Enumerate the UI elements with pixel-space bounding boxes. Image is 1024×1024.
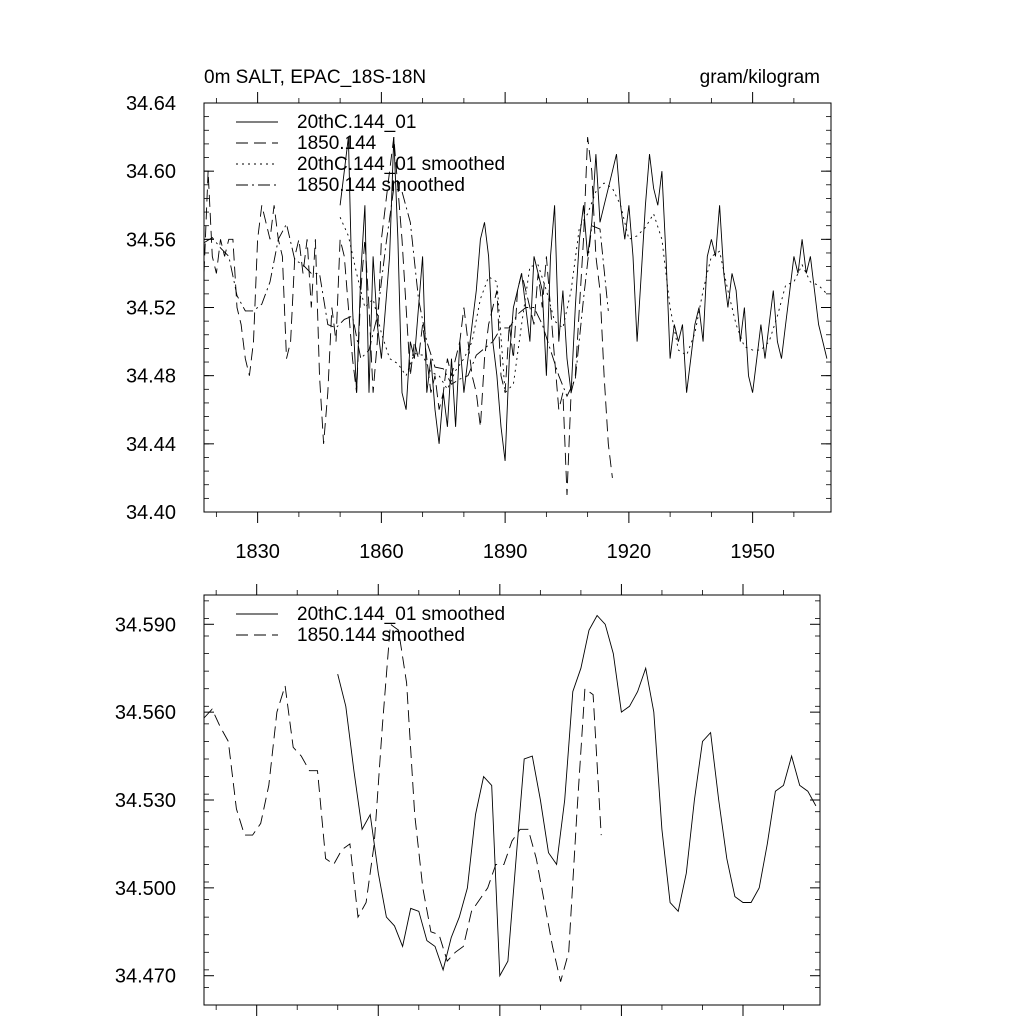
y-tick-label: 34.40 [126,502,176,524]
bottom-plot-frame [203,594,821,1006]
legend-label: 20thC.144_01 [297,112,416,133]
y-tick-label: 34.500 [115,878,176,900]
series-line-20thc-144-01-smoothed [339,182,828,394]
bottom-tick-labels: 34.470 34.500 34.530 34.560 34.590 [115,614,176,987]
y-tick-label: 34.52 [126,298,176,320]
y-tick-label: 34.56 [126,229,176,251]
legend-label: 20thC.144_01 smoothed [297,604,505,625]
x-tick-label: 1830 [235,541,280,563]
top-tick-labels: 34.40 34.44 34.48 34.52 34.56 34.60 34.64 1830 1… [126,93,775,563]
series-line-1850-144-smoothed [203,187,609,398]
y-tick-label: 34.590 [115,614,176,636]
bottom-axis-ticks [204,584,820,1016]
y-tick-label: 34.560 [115,702,176,724]
series-line-20thc-144-01 [339,137,828,461]
series-line-20thc-144-01-smoothed [337,614,817,978]
legend-label: 1850.144 [297,133,377,154]
x-tick-label: 1950 [730,541,775,563]
top-title-left: 0m SALT, EPAC_18S-18N [204,67,426,88]
y-tick-label: 34.48 [126,366,176,388]
y-tick-label: 34.530 [115,790,176,812]
top-panel: 0m SALT, EPAC_18S-18N gram/kilogram 34.4… [126,67,832,563]
y-tick-label: 34.470 [115,966,176,988]
legend-label: 1850.144 smoothed [297,625,465,646]
y-tick-label: 34.64 [126,93,176,115]
y-tick-label: 34.44 [126,434,176,456]
x-tick-label: 1890 [483,541,528,563]
legend-label: 20thC.144_01 smoothed [297,154,505,175]
x-tick-label: 1860 [359,541,404,563]
x-tick-label: 1920 [607,541,652,563]
bottom-panel: 34.470 34.500 34.530 34.560 34.590 20thC.144… [115,584,821,1016]
top-title-right: gram/kilogram [700,67,820,88]
y-tick-label: 34.60 [126,161,176,183]
bottom-series [203,614,817,982]
series-line-1850-144-smoothed [203,623,602,982]
top-plot-frame [203,102,832,513]
top-series [203,137,828,496]
series-line-1850-144 [203,137,613,496]
legend-label: 1850.144 smoothed [297,175,465,196]
